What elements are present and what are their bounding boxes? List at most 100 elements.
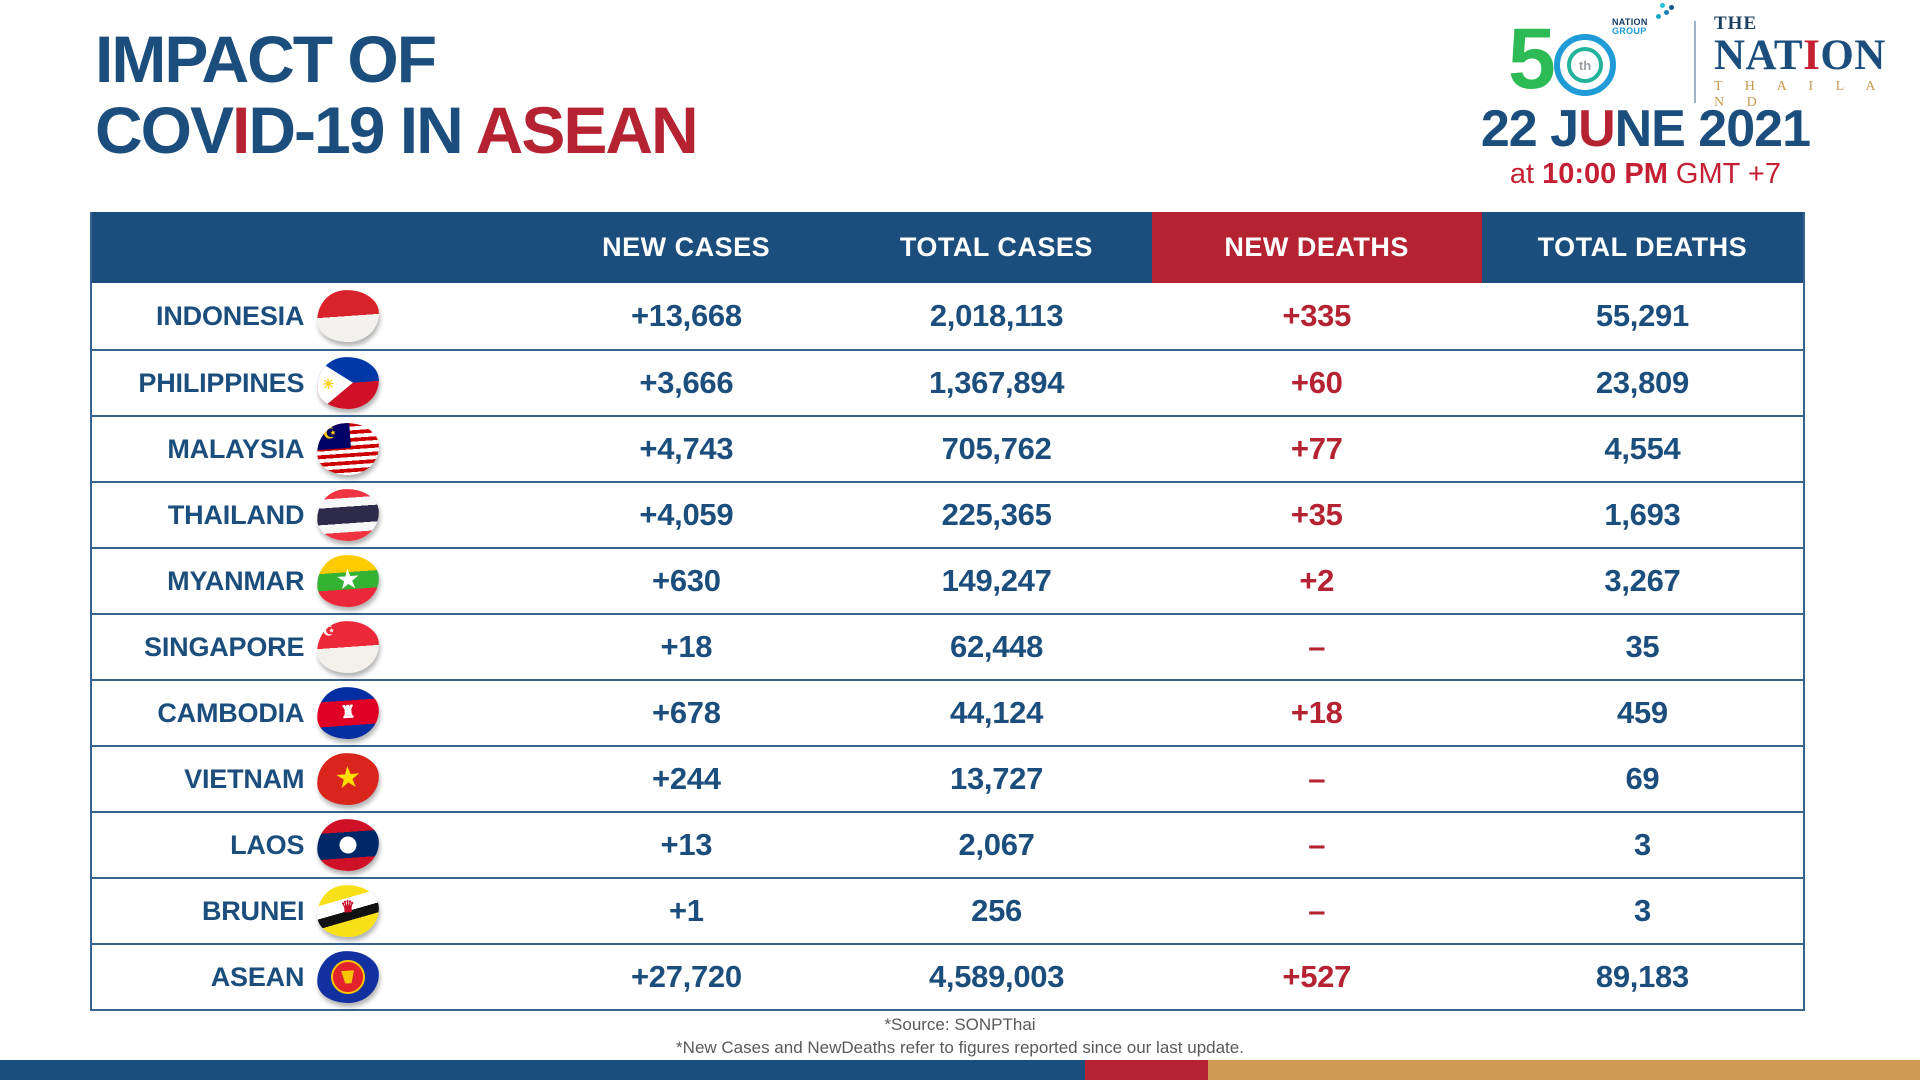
country-name: VIETNAM [184,763,305,794]
nation-group-dots-icon [1656,14,1661,19]
table-row-myanmar: MYANMAR +630 149,247 +2 3,267 [92,547,1803,613]
nation-group-line2: GROUP [1612,26,1647,36]
page-title: IMPACT OF COVID-19 IN ASEAN [95,22,699,166]
total-cases-value: 225,365 [941,497,1052,532]
new-cases-value: +1 [668,893,704,928]
table-row-cambodia: CAMBODIA +678 44,124 +18 459 [92,679,1803,745]
text-segment: ON [1820,32,1886,79]
table-row-vietnam: VIETNAM +244 13,727 – 69 [92,745,1803,811]
new-cases-value: +13 [660,827,713,862]
country-cell: BRUNEI [92,879,531,943]
laos-flag-icon [315,816,382,874]
country-cell: THAILAND [92,483,531,547]
country-name: INDONESIA [156,300,305,331]
country-cell: CAMBODIA [92,681,531,745]
country-name: ASEAN [210,961,305,992]
total-deaths-value: 1,693 [1604,497,1681,532]
new-cases-value: +244 [652,761,721,796]
table-row-asean: ASEAN +27,720 4,589,003 +527 89,183 [92,943,1803,1009]
country-cell: INDONESIA [92,283,531,349]
header-cell-new-cases: NEW CASES [530,212,842,283]
country-cell: ASEAN [92,945,531,1009]
new-deaths-value: – [1308,893,1326,928]
table-body: INDONESIA +13,668 2,018,113 +335 55,291 … [92,283,1803,1009]
the-nation-masthead: THE NATION T H A I L A N D [1714,13,1904,111]
bar-red-segment [1085,1060,1208,1080]
new-cases-value: +678 [652,695,721,730]
logo-divider [1694,21,1696,103]
report-date: 22 JUNE 2021 [1481,100,1811,158]
new-deaths-value: +35 [1290,497,1343,532]
text-segment: GMT +7 [1667,158,1781,190]
text-segment: I [1803,32,1821,79]
asean-flag-icon [315,948,382,1006]
report-datetime: 22 JUNE 2021 at 10:00 PM GMT +7 [1481,100,1811,190]
total-cases-value: 4,589,003 [928,959,1065,994]
malaysia-flag-icon [315,420,382,478]
footer-source: *Source: SONPThai [884,1015,1036,1034]
table-row-malaysia: MALAYSIA +4,743 705,762 +77 4,554 [92,415,1803,481]
total-cases-value: 44,124 [950,695,1044,730]
title-line2: COVID-19 IN ASEAN [95,95,699,166]
total-deaths-value: 4,554 [1604,431,1681,466]
header-cell-country [92,212,531,283]
total-cases-value: 256 [971,893,1022,928]
title-line1: IMPACT OF [95,22,437,96]
header-cell-new-deaths: NEW DEATHS [1151,212,1482,283]
country-cell: MYANMAR [92,549,531,613]
new-deaths-value: – [1308,827,1326,862]
country-name: THAILAND [167,499,305,530]
indonesia-flag-icon [315,287,382,345]
total-deaths-value: 459 [1617,695,1668,730]
anniversary-ring-icon: th [1554,34,1616,96]
country-name: CAMBODIA [157,697,305,728]
text-segment: at [1509,158,1543,190]
total-deaths-value: 3 [1633,893,1651,928]
text-segment: 10:00 PM [1542,158,1668,190]
header-cell-total-cases: TOTAL CASES [841,212,1152,283]
country-name: MYANMAR [167,565,305,596]
nation-group-line1: NATION [1612,17,1648,27]
anniversary-suffix: th [1567,47,1603,83]
table-row-singapore: SINGAPORE +18 62,448 – 35 [92,613,1803,679]
total-deaths-value: 3,267 [1604,563,1681,598]
country-cell: SINGAPORE [92,615,531,679]
country-cell: MALAYSIA [92,417,531,481]
table-header-row: NEW CASES TOTAL CASES NEW DEATHS TOTAL D… [92,212,1804,283]
bottom-bar [0,1060,1920,1080]
total-deaths-value: 55,291 [1595,298,1689,333]
anniversary-digit: 5 [1508,11,1556,107]
text-segment: NE 2021 [1614,100,1811,158]
cambodia-flag-icon [315,684,382,742]
masthead-the: THE [1714,13,1758,34]
myanmar-flag-icon [315,552,382,610]
table-row-thailand: THAILAND +4,059 225,365 +35 1,693 [92,481,1803,547]
table-row-laos: LAOS +13 2,067 – 3 [92,811,1803,877]
table-row-brunei: BRUNEI +1 256 – 3 [92,877,1803,943]
text-segment: NAT [1714,32,1804,79]
country-name: SINGAPORE [144,631,305,662]
total-cases-value: 2,018,113 [929,298,1064,333]
masthead-nation: NATION [1714,32,1904,79]
new-cases-value: +4,059 [639,497,734,532]
total-cases-value: 2,067 [958,827,1035,862]
country-name: MALAYSIA [167,433,305,464]
total-cases-value: 13,727 [950,761,1044,796]
philippines-flag-icon [315,354,382,412]
new-deaths-value: – [1308,629,1326,664]
total-deaths-value: 35 [1625,629,1660,664]
new-deaths-value: +2 [1299,563,1335,598]
new-deaths-value: – [1308,761,1326,796]
masthead-thailand: T H A I L A N D [1714,79,1885,110]
footer-note: *New Cases and NewDeaths refer to figure… [676,1038,1244,1057]
nation-group-mini-logo: NATION GROUP [1612,18,1648,36]
total-cases-value: 62,448 [950,629,1044,664]
country-cell: PHILIPPINES [92,351,531,415]
table-row-indonesia: INDONESIA +13,668 2,018,113 +335 55,291 [92,283,1803,349]
new-cases-value: +630 [652,563,721,598]
total-cases-value: 705,762 [941,431,1052,466]
report-time: at 10:00 PM GMT +7 [1481,158,1810,190]
new-cases-value: +27,720 [630,959,742,994]
singapore-flag-icon [315,618,382,676]
total-deaths-value: 89,183 [1595,959,1689,994]
